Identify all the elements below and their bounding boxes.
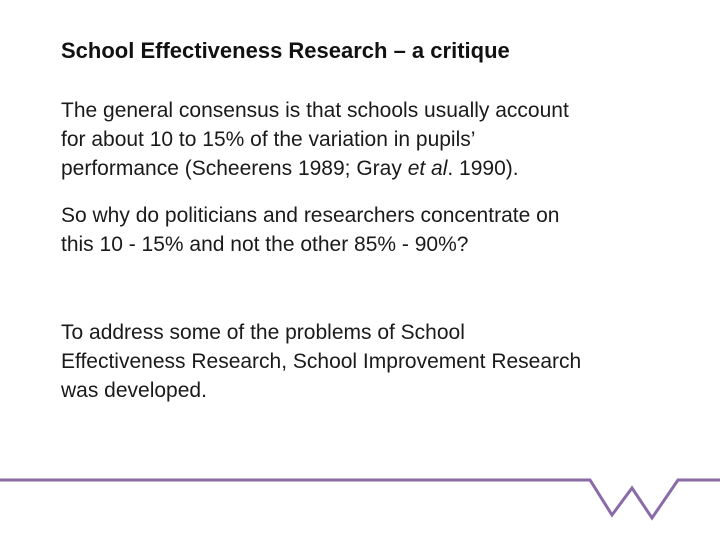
paragraph-conclusion-line-1: To address some of the problems of Schoo… [61,321,465,344]
paragraph-consensus-line-3: performance (Scheerens 1989; Gray et al.… [61,154,691,183]
paragraph-conclusion-line-2: Effectiveness Research, School Improveme… [61,350,582,373]
paragraph-question: So why do politicians and researchers co… [61,201,691,259]
citation-text-end: . 1990). [447,157,519,180]
paragraph-consensus-line-1: The general consensus is that schools us… [61,99,569,122]
paragraph-conclusion: To address some of the problems of Schoo… [61,318,691,405]
paragraph-consensus: The general consensus is that schools us… [61,96,691,183]
w-logo-mark-icon [0,478,720,521]
paragraph-consensus-line-2: for about 10 to 15% of the variation in … [61,128,476,151]
citation-et-al: et al [407,157,448,180]
citation-text-start: performance (Scheerens 1989; Gray [61,157,408,180]
footer-w-logo-line [0,478,720,521]
paragraph-question-line-2: this 10 - 15% and not the other 85% - 90… [61,233,469,256]
slide-title: School Effectiveness Research – a critiq… [61,38,510,63]
paragraph-question-line-1: So why do politicians and researchers co… [61,204,560,227]
paragraph-conclusion-line-3: was developed. [61,379,207,402]
